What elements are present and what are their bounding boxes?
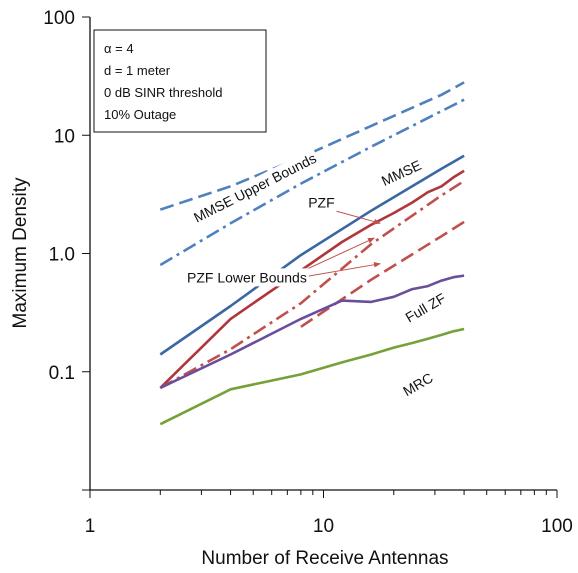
annotation-arrow: [334, 210, 381, 225]
mrc-line-7: [159, 327, 465, 426]
full-zf-line-6: [159, 274, 465, 390]
y-tick-label: 1.0: [49, 245, 75, 266]
annotation-bg: [376, 155, 427, 191]
series-lines: [159, 81, 465, 426]
info-line-distance: d = 1 meter: [104, 63, 171, 78]
x-tick-label: 1: [85, 516, 96, 537]
pzf-lower-bounds-line-5: [300, 220, 465, 328]
info-line-alpha: α = 4: [104, 41, 134, 56]
annotation-label-2: PZF: [308, 194, 334, 210]
annotation-label-3: PZF Lower Bounds: [187, 269, 307, 285]
annotation-bg: [306, 193, 337, 212]
y-axis-title: Maximum Density: [10, 177, 31, 328]
info-line-threshold: 0 dB SINR threshold: [104, 85, 223, 100]
annotation-label-4: Full ZF: [403, 290, 449, 326]
mmse-line-2: [159, 154, 465, 356]
annotation-bg: [188, 148, 322, 228]
y-tick-label: 0.1: [49, 363, 75, 384]
pzf-line-3: [159, 169, 465, 389]
x-tick-label: 100: [541, 516, 573, 537]
y-tick-label: 10: [54, 126, 75, 147]
pzf-lower-bounds-line-4: [159, 179, 465, 390]
annotation-label-0: MMSE Upper Bounds: [191, 150, 319, 226]
info-line-outage: 10% Outage: [104, 107, 176, 122]
y-tick-label: 100: [43, 8, 75, 29]
x-tick-label: 10: [313, 516, 334, 537]
axes: 1 10 100 0.1 1.0 10 100: [43, 8, 573, 537]
mmse-upper-bounds-line-0: [159, 81, 465, 211]
x-axis-title: Number of Receive Antennas: [201, 548, 448, 569]
mmse-upper-bounds-line-1: [159, 98, 465, 267]
annotation-bg: [185, 268, 309, 287]
annotation-bg: [397, 367, 438, 402]
info-box: α = 4 d = 1 meter 0 dB SINR threshold 10…: [93, 29, 267, 133]
annotation-bg: [400, 287, 451, 328]
